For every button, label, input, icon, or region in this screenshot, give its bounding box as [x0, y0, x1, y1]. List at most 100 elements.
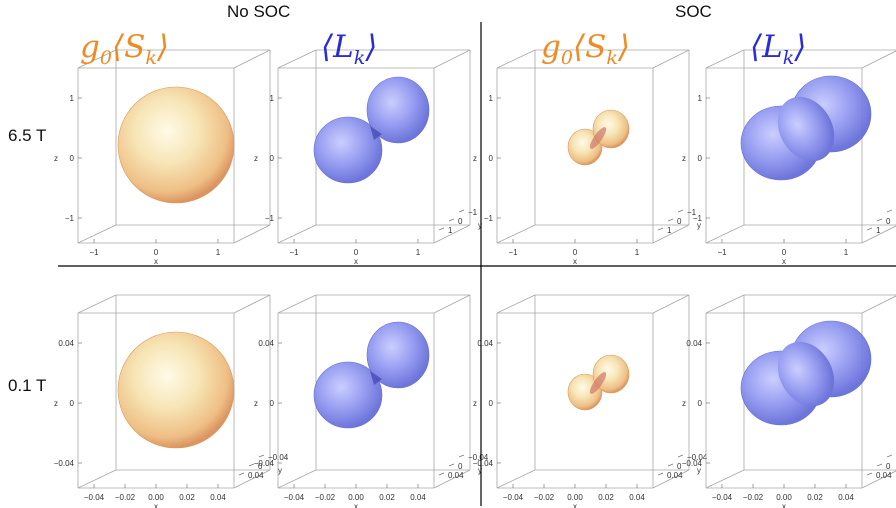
z-tick-label: 0.04 [258, 339, 274, 348]
x-tick-label: 0 [354, 248, 359, 257]
y-tick [248, 463, 255, 467]
x-tick-label: −0.02 [743, 493, 764, 502]
z-axis-label: z [682, 399, 686, 408]
box-edge [652, 49, 690, 69]
y-tick-label: 0.04 [876, 471, 892, 480]
header-soc: SOC [675, 2, 712, 21]
y-tick-label: 0 [258, 462, 263, 471]
row-label-0-1t: 0.1 T [8, 376, 47, 395]
z-tick-label: 1 [698, 94, 703, 103]
y-axis-label: y [278, 466, 282, 475]
y-tick [876, 463, 883, 467]
box-edge [861, 470, 896, 489]
z-tick-label: −0.04 [54, 459, 75, 468]
x-tick-label: 1 [635, 248, 640, 257]
x-axis-label: x [573, 502, 577, 508]
y-tick [458, 209, 465, 213]
box-edge [77, 224, 117, 244]
y-tick-label: 0.04 [667, 471, 683, 480]
z-tick-label: −1 [65, 214, 75, 223]
y-tick [438, 227, 445, 231]
x-tick-label: 0.00 [567, 493, 583, 502]
row-label-6-5t: 6.5 T [8, 126, 47, 145]
panel-r2c1: 0.040−0.04z−0.04 −0.02 0.00 0.02 0.04x0.040−… [54, 294, 289, 508]
panel-r2c4: 0.040−0.04z−0.04−0.020.000.020.04x0.040−… [682, 294, 896, 508]
panel-r2c2: 0.040−0.04z−0.04 −0.02 0.00 0.02 0.04x0.040−… [254, 294, 489, 508]
y-tick-label: 1 [448, 226, 453, 235]
box-edge [496, 469, 536, 489]
box-edge [233, 49, 271, 69]
z-axis-label: z [473, 154, 477, 163]
box-edge [652, 469, 690, 489]
x-axis-label: x [354, 502, 358, 508]
x-tick-label: 0.04 [629, 493, 645, 502]
x-tick-label: 0.02 [379, 493, 395, 502]
z-axis-label: z [54, 399, 58, 408]
x-tick-label: −1 [717, 248, 727, 257]
box-edge [705, 294, 745, 314]
box-edge [496, 224, 536, 244]
z-tick-label: 0 [70, 154, 75, 163]
y-tick-label: 0 [886, 217, 891, 226]
y-axis-label: y [697, 466, 701, 475]
box-edge [277, 469, 317, 489]
x-tick-label: −1 [289, 248, 299, 257]
y-tick [677, 209, 684, 213]
x-tick-label: 0.04 [210, 493, 226, 502]
y-tick [886, 209, 893, 213]
x-tick-label: −0.02 [315, 493, 336, 502]
x-tick-label: 0 [154, 248, 159, 257]
box-edge [233, 469, 271, 489]
y-tick-label: −1 [687, 208, 697, 217]
x-tick-label: −0.02 [534, 493, 555, 502]
box-edge [705, 224, 745, 244]
y-axis-label: y [697, 221, 701, 230]
z-tick-label: 0 [698, 399, 703, 408]
box-edge [433, 224, 471, 244]
box-edge [705, 49, 745, 69]
box-edge [652, 224, 690, 244]
header-no-soc: No SOC [227, 2, 291, 21]
z-tick-label: 0 [70, 399, 75, 408]
z-tick-label: 0.04 [58, 339, 74, 348]
y-axis-label: y [478, 221, 482, 230]
z-tick-label: 0 [489, 399, 494, 408]
spin-isosurface [117, 86, 235, 204]
z-tick-label: −1 [265, 214, 275, 223]
x-tick-label: −0.02 [115, 493, 136, 502]
panel-r1c1: 1 0 −1 z −1 0 1 x [54, 49, 271, 266]
x-tick-label: 0.04 [410, 493, 426, 502]
z-tick-label: 0 [270, 154, 275, 163]
x-tick-label: −0.04 [84, 493, 105, 502]
box-edge [652, 294, 690, 314]
y-tick-label: 1 [876, 226, 881, 235]
x-tick-label: 0.02 [598, 493, 614, 502]
x-tick-label: 0.02 [807, 493, 823, 502]
box-edge [277, 224, 317, 244]
y-tick-label: 0.04 [448, 471, 464, 480]
box-edge [277, 294, 317, 314]
box-edge [77, 469, 117, 489]
box-edge [861, 225, 896, 244]
y-tick [866, 227, 873, 231]
z-tick-label: 1 [270, 94, 275, 103]
y-tick-label: 0 [458, 217, 463, 226]
y-tick [448, 218, 455, 222]
y-tick-label: −0.04 [687, 453, 708, 462]
x-tick-label: −0.04 [503, 493, 524, 502]
z-tick-label: −1 [484, 214, 494, 223]
box-edge [77, 294, 117, 314]
z-tick-label: 0.04 [686, 339, 702, 348]
z-tick-label: −0.04 [473, 459, 494, 468]
x-axis-label: x [154, 502, 158, 508]
y-tick [866, 472, 873, 476]
panel-r2c3: 0.04 0 −0.04 z −0.04 −0.02 0.00 0.02 0.04 x 0.04 0 −… [473, 294, 708, 508]
x-axis-label: x [782, 257, 786, 266]
y-tick-label: 0 [886, 462, 891, 471]
y-tick-label: −0.04 [468, 453, 489, 462]
y-tick [876, 218, 883, 222]
box-edge [433, 49, 471, 69]
